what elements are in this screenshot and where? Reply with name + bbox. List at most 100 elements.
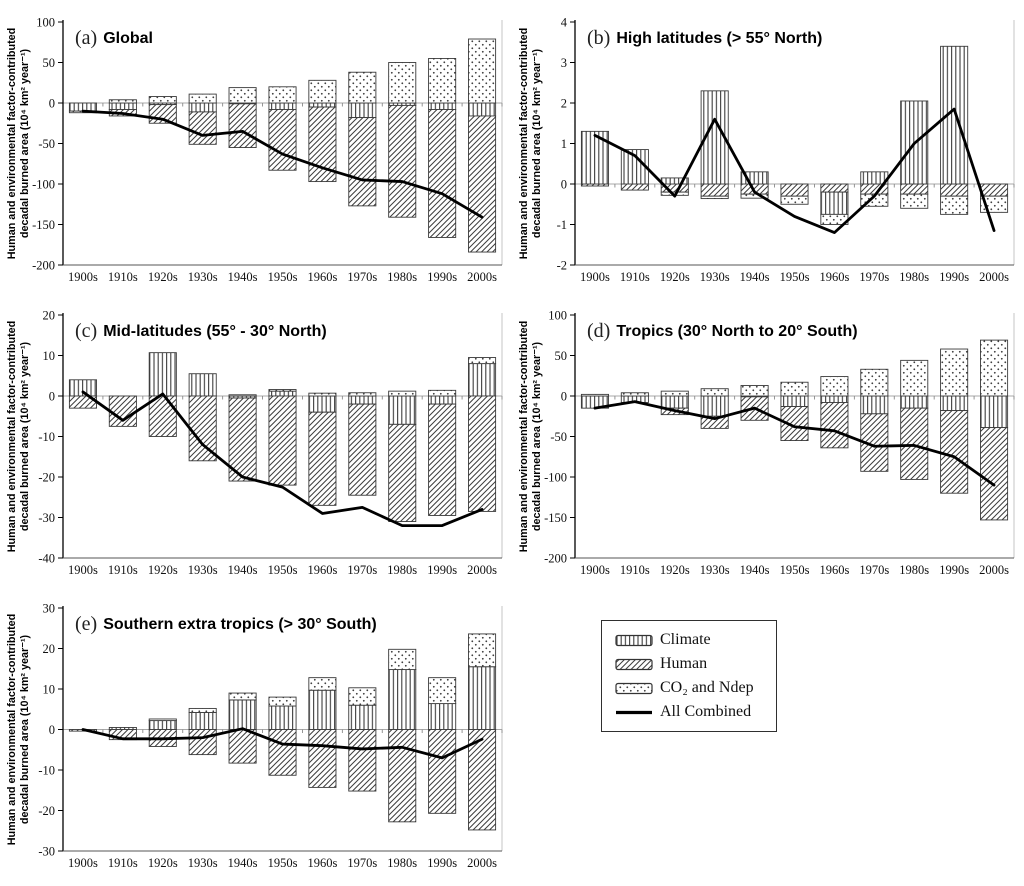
bars: [68, 352, 497, 522]
svg-text:1900s: 1900s: [68, 270, 98, 284]
svg-text:1940s: 1940s: [228, 270, 258, 284]
y-axis-label-line1: Human and environmental factor-contribut…: [6, 321, 18, 553]
bar-co2-1920s: [148, 96, 177, 104]
legend-label-human: Human: [660, 655, 708, 672]
bar-co2-1920s: [148, 718, 177, 722]
y-axis-label-line1: Human and environmental factor-contribut…: [6, 28, 18, 260]
panel-c-mid-latitudes: -40 -30 -20 -10 0 10 20 1900s 1910s 1920s 1930s 194…: [5, 301, 510, 588]
x-axis-labels: 1900s 1910s 1920s 1930s 1940s 1950s 1960s 1970s…: [68, 856, 497, 870]
svg-text:1940s: 1940s: [740, 563, 770, 577]
svg-text:-40: -40: [38, 551, 55, 565]
svg-text:1910s: 1910s: [620, 563, 650, 577]
svg-text:1970s: 1970s: [859, 563, 889, 577]
svg-text:1980s: 1980s: [387, 270, 417, 284]
bar-co2-1930s: [188, 93, 217, 104]
x-axis-labels: 1900s 1910s 1920s 1930s 1940s 1950s 1960s 1970s…: [580, 563, 1009, 577]
svg-text:1950s: 1950s: [268, 270, 298, 284]
bar-co2-1960s: [308, 79, 337, 104]
bar-human-1930s: [700, 415, 729, 429]
line-all-combined: [593, 107, 996, 235]
bar-climate-1970s: [348, 102, 377, 119]
bar-co2-2000s: [468, 38, 497, 104]
bar-co2-1980s: [388, 390, 417, 397]
bar-co2-1950s: [268, 86, 297, 104]
bar-climate-1970s: [860, 395, 889, 415]
svg-text:-10: -10: [38, 430, 55, 444]
bar-co2-1980s: [388, 62, 417, 104]
svg-text:10: 10: [43, 349, 56, 363]
svg-text:1930s: 1930s: [700, 270, 730, 284]
bar-co2-1960s: [308, 392, 337, 397]
legend-label-all-combined: All Combined: [660, 703, 752, 720]
svg-text:1900s: 1900s: [68, 856, 98, 870]
bar-human-2000s: [980, 183, 1009, 197]
bar-human-2000s: [980, 427, 1009, 521]
bar-climate-1990s: [940, 395, 969, 412]
bar-climate-1930s: [700, 395, 729, 417]
bar-co2-1940s: [228, 692, 257, 701]
svg-text:20: 20: [43, 642, 56, 656]
bar-human-1960s: [308, 411, 337, 506]
bar-climate-1950s: [268, 102, 297, 110]
svg-text:0: 0: [561, 389, 567, 403]
bar-co2-1990s: [428, 58, 457, 104]
svg-text:1900s: 1900s: [68, 563, 98, 577]
y-axis-ticks: -40 -30 -20 -10 0 10 20: [38, 308, 63, 565]
bars: [580, 45, 1009, 225]
bar-human-1990s: [428, 729, 457, 814]
bar-climate-1980s: [388, 395, 417, 425]
bar-co2-1930s: [188, 707, 217, 713]
svg-text:1980s: 1980s: [899, 270, 929, 284]
svg-text:1930s: 1930s: [188, 270, 218, 284]
bar-co2-1970s: [348, 392, 377, 397]
bar-human-1930s: [188, 111, 217, 145]
bar-climate-1990s: [428, 395, 457, 405]
bar-climate-1940s: [228, 699, 257, 730]
svg-text:0: 0: [561, 177, 567, 191]
bars: [580, 339, 1009, 521]
bar-human-2000s: [468, 115, 497, 253]
svg-text:2000s: 2000s: [979, 270, 1009, 284]
bar-human-1980s: [388, 729, 417, 823]
bar-climate-2000s: [468, 666, 497, 730]
y-axis-ticks: -2 -1 0 1 2 3 4: [557, 15, 575, 272]
svg-text:1960s: 1960s: [307, 856, 337, 870]
svg-text:1910s: 1910s: [108, 563, 138, 577]
bar-co2-1950s: [268, 696, 297, 707]
bar-human-1980s: [388, 423, 417, 522]
bar-climate-1920s: [148, 720, 177, 730]
svg-text:0: 0: [49, 96, 55, 110]
bar-human-1960s: [308, 729, 337, 788]
svg-text:-150: -150: [32, 218, 55, 232]
panel-a-global: -200 -150 -100 -50 0 50 100 1900s 1910s 1920s 1930…: [5, 8, 510, 295]
bar-human-1940s: [228, 103, 257, 148]
svg-text:3: 3: [561, 56, 567, 70]
svg-text:-200: -200: [544, 551, 567, 565]
panel-b-high-latitudes: -2 -1 0 1 2 3 4 1900s 1910s 1920s 1930s 1940s 1950s 1…: [517, 8, 1022, 295]
bar-human-1950s: [268, 109, 297, 171]
bar-climate-1990s: [940, 45, 969, 185]
line-all-combined: [593, 400, 996, 487]
y-axis-ticks: -200 -150 -100 -50 0 50 100: [544, 308, 575, 565]
bar-human-1930s: [188, 729, 217, 756]
y-axis-label-line1: Human and environmental factor-contribut…: [518, 28, 530, 260]
bar-climate-1930s: [188, 712, 217, 730]
svg-text:-150: -150: [544, 511, 567, 525]
svg-text:30: 30: [43, 601, 56, 615]
bar-human-1920s: [148, 395, 177, 437]
bar-climate-1980s: [900, 395, 929, 409]
svg-text:1940s: 1940s: [228, 856, 258, 870]
bar-human-1940s: [228, 397, 257, 482]
bar-human-1950s: [268, 729, 297, 776]
legend-label-co2-ndep: CO₂ and Ndep: [660, 679, 754, 696]
bar-co2-1990s: [428, 389, 457, 397]
svg-text:1970s: 1970s: [859, 270, 889, 284]
bar-co2-1910s: [620, 392, 649, 397]
bar-climate-1960s: [820, 191, 849, 215]
svg-text:1950s: 1950s: [780, 563, 810, 577]
bar-human-1930s: [188, 395, 217, 462]
svg-text:1950s: 1950s: [268, 856, 298, 870]
bar-climate-1960s: [308, 102, 337, 108]
chart-e: -30 -20 -10 0 10 20 30 1900s 1910s 1920s 1930s 1940…: [6, 601, 503, 870]
svg-text:2000s: 2000s: [467, 856, 497, 870]
